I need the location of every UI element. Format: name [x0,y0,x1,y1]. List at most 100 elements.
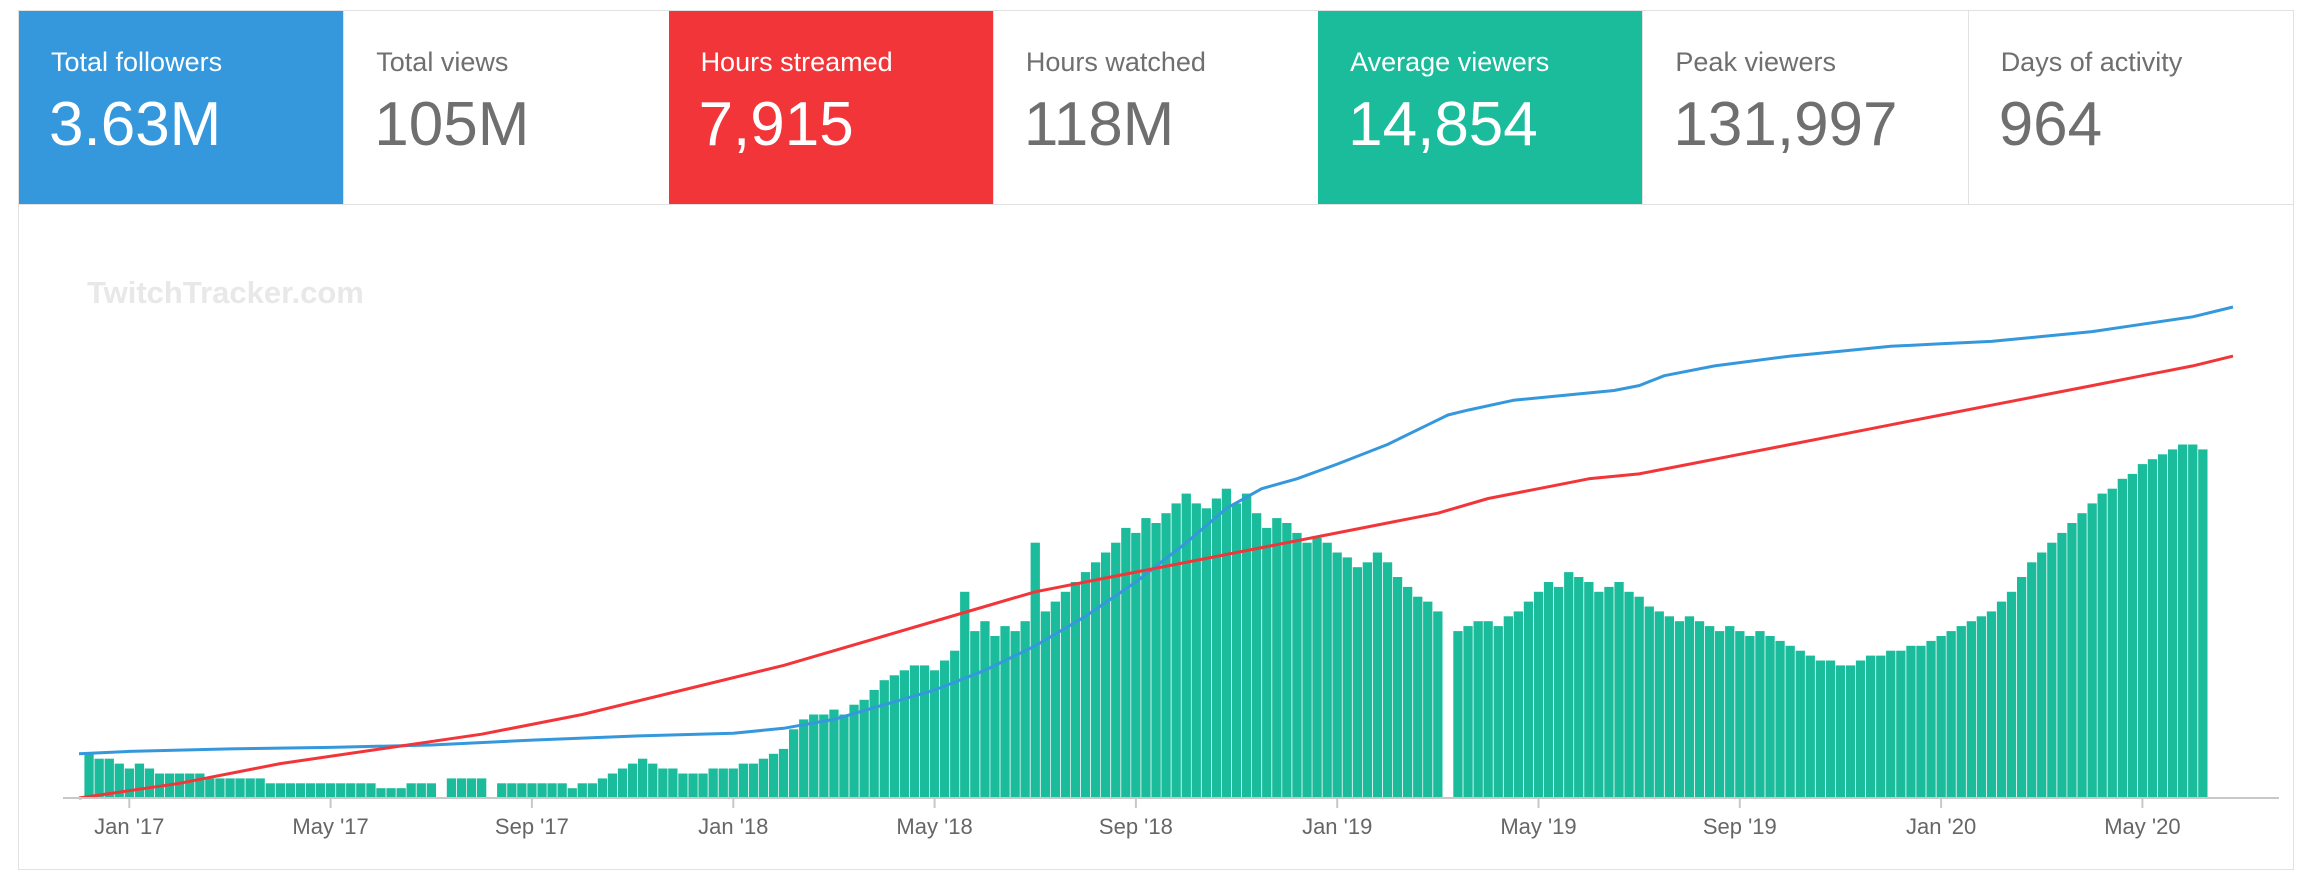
bar-51[interactable] [617,768,628,799]
bar-44[interactable] [547,783,557,798]
bar-155[interactable] [1674,621,1685,798]
bar-177[interactable] [1896,650,1906,798]
bar-90[interactable] [1010,631,1020,798]
bar-157[interactable] [1694,621,1705,798]
bar-64[interactable] [748,763,759,798]
bar-52[interactable] [628,763,638,798]
activity-chart[interactable]: TwitchTracker.com Jan '17 May '17 Sep '17 J… [19,204,2293,869]
bar-53[interactable] [638,758,648,798]
bar-189[interactable] [2017,577,2027,798]
bar-4[interactable] [124,768,134,799]
bar-25[interactable] [336,783,346,798]
bar-205[interactable] [2178,444,2188,799]
bar-105[interactable] [1161,513,1171,798]
bar-108[interactable] [1191,503,1201,798]
bar-32[interactable] [406,783,416,798]
bar-197[interactable] [2097,493,2107,798]
bar-119[interactable] [1302,542,1312,798]
bar-22[interactable] [305,783,316,798]
bar-192[interactable] [2047,542,2057,798]
bar-170[interactable] [1825,660,1836,799]
bar-0[interactable] [84,753,94,798]
bar-134[interactable] [1463,626,1473,798]
bar-194[interactable] [2067,523,2077,798]
bar-80[interactable] [909,665,920,798]
bar-183[interactable] [1956,626,1966,798]
bar-178[interactable] [1906,645,1916,798]
bar-200[interactable] [2127,473,2137,798]
bar-135[interactable] [1473,621,1483,798]
bar-133[interactable] [1453,631,1463,798]
bar-56[interactable] [668,768,678,799]
bar-144[interactable] [1564,572,1574,798]
bar-126[interactable] [1372,552,1383,799]
bar-182[interactable] [1946,631,1956,798]
bar-103[interactable] [1141,518,1151,798]
bar-11[interactable] [195,773,205,799]
bar-110[interactable] [1211,498,1222,799]
bar-112[interactable] [1231,503,1242,798]
bar-107[interactable] [1181,493,1191,798]
bar-111[interactable] [1221,488,1232,798]
bar-150[interactable] [1624,591,1634,798]
bar-190[interactable] [2027,562,2037,798]
bar-38[interactable] [477,778,487,798]
bar-140[interactable] [1523,601,1534,798]
bar-132[interactable] [1433,611,1443,798]
bar-171[interactable] [1835,665,1846,798]
bar-6[interactable] [144,768,155,799]
bar-81[interactable] [919,665,930,798]
bar-145[interactable] [1574,577,1584,798]
bar-74[interactable] [849,704,859,798]
stat-hours-watched[interactable]: Hours watched 118M [992,11,1318,204]
bar-202[interactable] [2147,459,2158,798]
bar-176[interactable] [1886,650,1896,798]
bar-65[interactable] [758,758,769,798]
bar-203[interactable] [2157,454,2168,798]
bar-9[interactable] [175,773,185,799]
stat-average-viewers[interactable]: Average viewers 14,854 [1318,11,1643,204]
bar-161[interactable] [1735,631,1745,798]
bar-35[interactable] [446,778,457,798]
bar-207[interactable] [2198,449,2208,798]
bar-130[interactable] [1413,596,1423,798]
bar-98[interactable] [1091,562,1101,798]
bar-63[interactable] [738,763,748,798]
bar-23[interactable] [315,783,326,798]
bar-12[interactable] [205,778,215,798]
bar-91[interactable] [1020,621,1030,798]
bar-10[interactable] [185,773,195,799]
bar-121[interactable] [1322,542,1332,798]
bar-28[interactable] [366,783,376,798]
bar-165[interactable] [1775,640,1785,798]
bar-148[interactable] [1604,586,1614,798]
bar-196[interactable] [2087,503,2097,798]
bar-136[interactable] [1483,621,1493,798]
bar-55[interactable] [658,768,668,799]
stat-peak-viewers[interactable]: Peak viewers 131,997 [1642,11,1967,204]
bar-117[interactable] [1282,523,1292,798]
bar-93[interactable] [1040,611,1050,798]
bar-113[interactable] [1242,493,1252,798]
bar-100[interactable] [1111,542,1121,798]
bar-36[interactable] [456,778,467,798]
bar-94[interactable] [1050,601,1060,798]
bar-147[interactable] [1594,591,1604,798]
bar-45[interactable] [557,783,567,798]
bar-26[interactable] [346,783,356,798]
bar-76[interactable] [869,690,879,798]
bar-14[interactable] [225,778,235,798]
bar-187[interactable] [1996,601,2007,798]
line-series-1[interactable] [78,305,2234,756]
bar-172[interactable] [1845,665,1856,798]
bar-102[interactable] [1131,532,1141,798]
bar-67[interactable] [778,748,789,798]
bar-39[interactable] [497,783,507,798]
bar-128[interactable] [1392,577,1403,798]
bar-58[interactable] [688,773,698,799]
bar-61[interactable] [718,768,728,799]
bar-99[interactable] [1101,552,1111,799]
bar-168[interactable] [1805,655,1815,798]
bar-163[interactable] [1755,631,1765,798]
bar-89[interactable] [1000,626,1010,798]
